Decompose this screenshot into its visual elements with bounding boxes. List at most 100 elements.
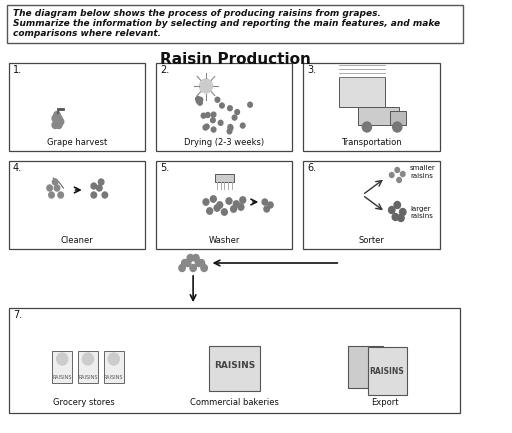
Circle shape [395,168,399,172]
Circle shape [228,106,232,111]
Circle shape [54,185,60,191]
Circle shape [264,206,269,212]
Circle shape [362,122,372,132]
Circle shape [196,259,202,266]
Text: smaller
raisins: smaller raisins [410,165,436,178]
Text: Grocery stores: Grocery stores [53,398,115,407]
Circle shape [97,185,102,191]
Circle shape [52,179,58,185]
Text: 3.: 3. [307,65,316,75]
Circle shape [91,183,97,189]
Text: Raisin Production: Raisin Production [160,52,311,67]
Text: Summarize the information by selecting and reporting the main features, and make: Summarize the information by selecting a… [13,19,440,28]
Circle shape [207,208,212,214]
Circle shape [211,112,216,117]
Circle shape [56,122,62,129]
Circle shape [201,265,207,271]
Circle shape [393,122,402,132]
Circle shape [182,259,188,266]
FancyBboxPatch shape [7,5,463,43]
FancyBboxPatch shape [9,161,145,249]
Circle shape [91,192,97,198]
Circle shape [215,97,220,102]
Circle shape [52,115,58,122]
Circle shape [232,115,237,120]
Circle shape [230,206,237,212]
Circle shape [193,255,199,262]
Circle shape [49,192,54,198]
Circle shape [399,209,406,216]
Circle shape [392,213,399,220]
Circle shape [394,201,400,209]
Circle shape [238,204,244,210]
Text: larger
raisins: larger raisins [410,206,433,219]
Circle shape [210,196,216,202]
Circle shape [221,209,227,215]
Circle shape [400,171,405,177]
Circle shape [98,179,104,185]
Text: Sorter: Sorter [358,236,385,245]
Circle shape [211,127,216,132]
Circle shape [248,102,252,107]
FancyBboxPatch shape [390,111,407,125]
Circle shape [203,125,208,130]
FancyBboxPatch shape [304,63,440,151]
Text: RAISINS: RAISINS [78,375,98,380]
FancyBboxPatch shape [348,346,383,388]
Circle shape [54,112,60,119]
Text: Washer: Washer [209,236,240,245]
Text: comparisons where relevant.: comparisons where relevant. [13,29,161,38]
Circle shape [390,172,394,178]
Text: RAISINS: RAISINS [52,375,72,380]
FancyBboxPatch shape [156,63,292,151]
Circle shape [54,118,60,125]
Text: 7.: 7. [13,310,22,320]
Circle shape [102,192,108,198]
Circle shape [241,123,245,128]
FancyBboxPatch shape [358,107,399,125]
Circle shape [203,199,209,205]
Text: 2.: 2. [160,65,169,75]
Circle shape [57,118,64,125]
Circle shape [190,265,196,271]
FancyBboxPatch shape [9,63,145,151]
FancyBboxPatch shape [339,77,386,107]
Circle shape [108,353,119,365]
FancyBboxPatch shape [103,351,124,383]
Text: 4.: 4. [13,163,22,173]
Text: 6.: 6. [307,163,316,173]
Circle shape [228,125,232,129]
Circle shape [226,198,232,204]
FancyBboxPatch shape [52,351,72,383]
Text: The diagram below shows the process of producing raisins from grapes.: The diagram below shows the process of p… [13,9,381,18]
Circle shape [82,353,94,365]
FancyBboxPatch shape [209,346,260,391]
Circle shape [187,255,194,262]
Circle shape [198,100,202,105]
Text: Export: Export [371,398,398,407]
Circle shape [262,199,268,205]
Circle shape [184,259,191,266]
FancyBboxPatch shape [156,161,292,249]
Circle shape [235,110,240,115]
Circle shape [56,115,62,122]
Circle shape [47,185,52,191]
Circle shape [397,178,401,182]
Text: Cleaner: Cleaner [61,236,94,245]
Circle shape [268,202,273,208]
FancyBboxPatch shape [304,161,440,249]
Circle shape [57,353,68,365]
Circle shape [198,97,203,102]
Circle shape [233,201,239,207]
Circle shape [197,99,201,103]
Text: Grape harvest: Grape harvest [47,138,108,147]
Circle shape [205,113,210,117]
FancyBboxPatch shape [78,351,98,383]
Circle shape [200,79,212,93]
Circle shape [240,197,246,203]
Circle shape [220,103,224,108]
Text: Drying (2-3 weeks): Drying (2-3 weeks) [184,138,264,147]
Circle shape [214,205,220,211]
FancyBboxPatch shape [9,308,460,413]
Circle shape [227,129,232,134]
